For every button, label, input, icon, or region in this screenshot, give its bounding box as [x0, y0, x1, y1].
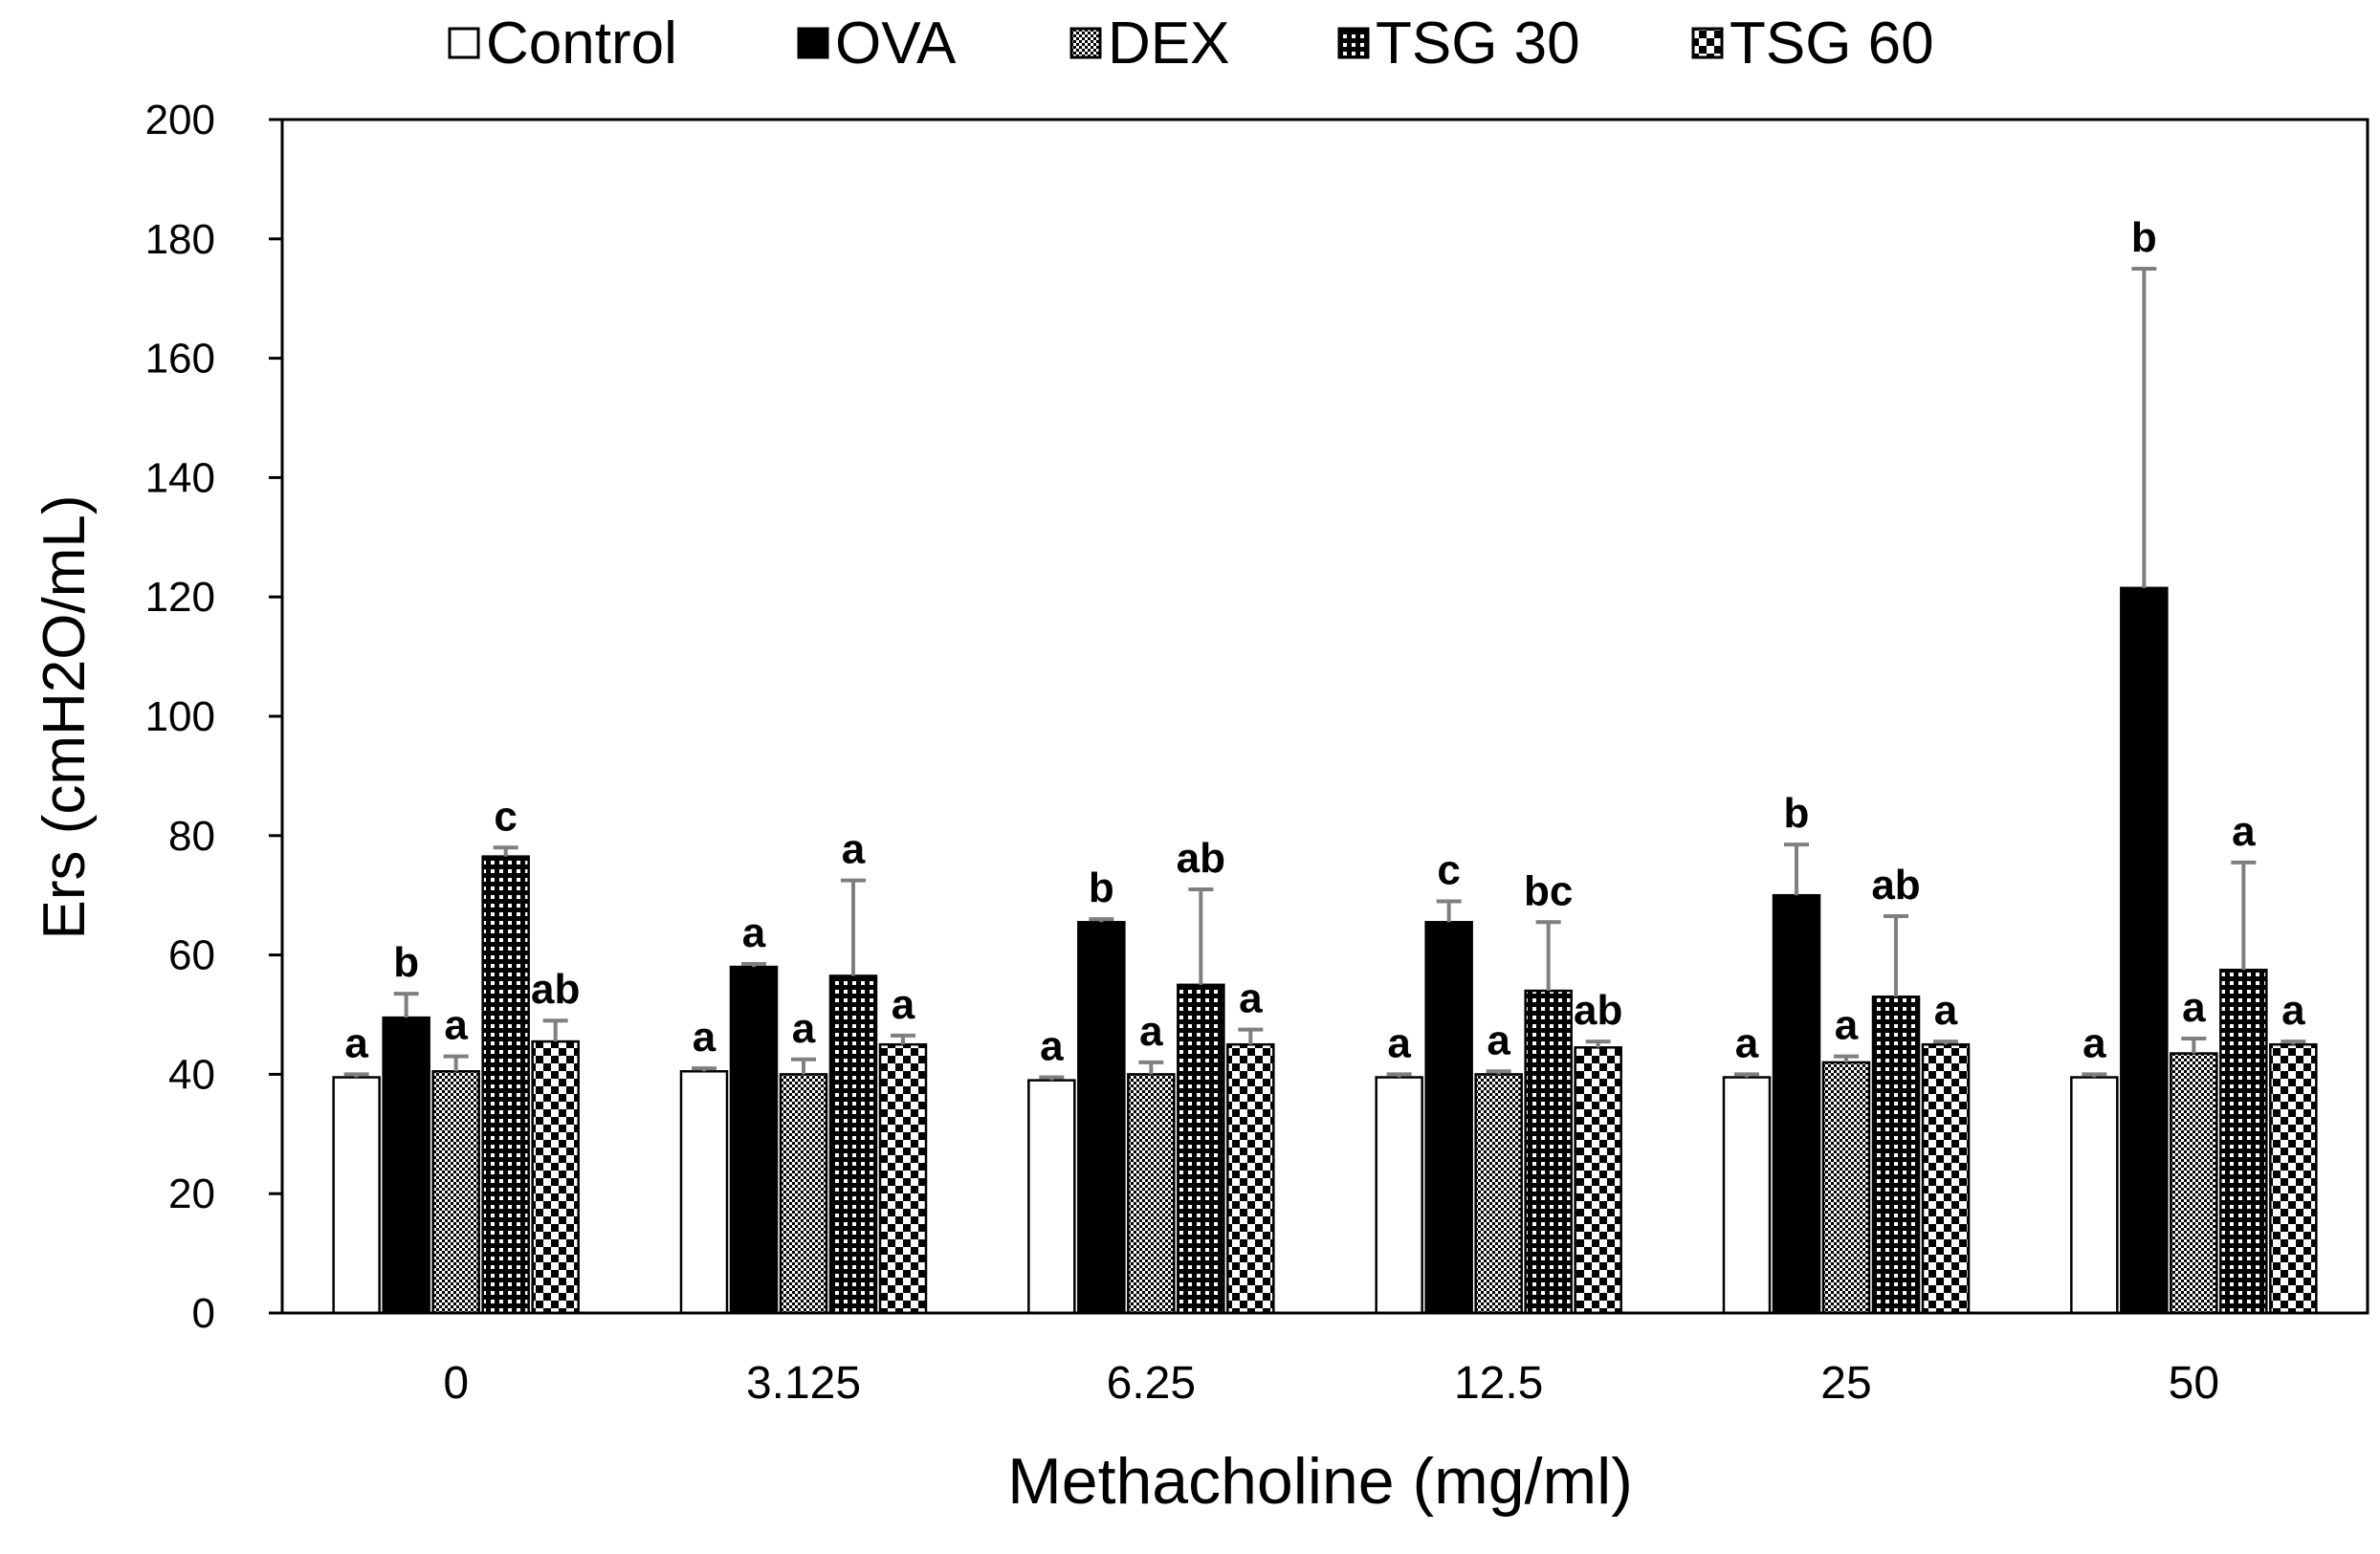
sig-label-control-50: a: [2082, 1019, 2106, 1066]
sig-label-dex-50: a: [2182, 984, 2206, 1031]
bar-tsg-60-0: [531, 1040, 580, 1315]
bar-dex-6-25: [1127, 1073, 1176, 1315]
y-tick-label-200: 200: [145, 97, 215, 143]
sig-label-ova-3-125: a: [742, 909, 766, 956]
sig-label-tsg-60-3-125: a: [892, 981, 915, 1028]
x-tick-label-50: 50: [2169, 1358, 2219, 1409]
x-tick-label-12-5: 12.5: [1454, 1358, 1543, 1409]
bar-dex-0: [431, 1070, 480, 1315]
x-tick-label-0: 0: [443, 1358, 469, 1409]
bar-ova-0: [382, 1016, 430, 1315]
bar-control-0: [332, 1076, 381, 1315]
x-tick-label-6-25: 6.25: [1107, 1358, 1196, 1409]
y-tick-label-100: 100: [145, 693, 215, 740]
bar-tsg-30-6-25: [1177, 983, 1225, 1315]
y-tick-label-160: 160: [145, 336, 215, 383]
sig-label-tsg-60-6-25: a: [1239, 975, 1263, 1022]
bar-control-12-5: [1375, 1076, 1423, 1315]
bar-control-6-25: [1027, 1079, 1076, 1315]
bars: [332, 586, 2318, 1315]
bar-tsg-30-0: [481, 855, 530, 1315]
x-tick-label-25: 25: [1820, 1358, 1871, 1409]
bar-tsg-30-50: [2219, 968, 2268, 1315]
bar-dex-50: [2170, 1052, 2218, 1315]
sig-label-tsg-30-0: c: [494, 793, 517, 840]
bar-tsg-30-3-125: [828, 974, 878, 1315]
sig-label-control-0: a: [344, 1019, 368, 1066]
y-tick-label-20: 20: [168, 1171, 215, 1217]
y-tick-label-180: 180: [145, 216, 215, 263]
x-axis-title: Methacholine (mg/ml): [1007, 1445, 1633, 1518]
y-axis-title: Ers (cmH2O/mL): [32, 495, 98, 940]
bar-tsg-60-50: [2269, 1042, 2318, 1315]
legend-label-control: Control: [486, 11, 677, 77]
plot-frame: [280, 118, 2369, 1315]
legend-label-tsg-30: TSG 30: [1376, 11, 1580, 77]
sig-label-ova-12-5: c: [1437, 846, 1460, 893]
legend-label-tsg-60: TSG 60: [1730, 11, 1934, 77]
bar-ova-25: [1772, 893, 1821, 1315]
sig-label-dex-3-125: a: [792, 1005, 816, 1052]
legend-label-dex: DEX: [1108, 11, 1229, 77]
bar-control-25: [1722, 1076, 1772, 1315]
sig-label-control-6-25: a: [1040, 1023, 1064, 1070]
y-tick-label-120: 120: [145, 574, 215, 621]
sig-label-ova-0: b: [393, 939, 419, 986]
legend-swatch-ova: [797, 27, 829, 59]
y-tick-label-80: 80: [168, 813, 215, 860]
y-axis: 0 20 40 60 80 100 120 140 160 180 200: [145, 97, 282, 1337]
sig-label-ova-6-25: b: [1089, 865, 1114, 911]
error-bars: [343, 267, 2306, 1081]
y-tick-label-40: 40: [168, 1051, 215, 1098]
sig-label-ova-25: b: [1784, 790, 1810, 837]
sig-label-dex-6-25: a: [1139, 1008, 1163, 1055]
x-tick-label-3-125: 3.125: [746, 1358, 861, 1409]
sig-label-tsg-30-3-125: a: [842, 826, 866, 873]
sig-label-tsg-30-50: a: [2232, 808, 2256, 855]
sig-label-tsg-30-12-5: bc: [1524, 867, 1573, 914]
sig-label-control-3-125: a: [693, 1014, 716, 1061]
bar-dex-3-125: [779, 1073, 828, 1315]
sig-label-dex-25: a: [1835, 1002, 1859, 1049]
bar-ova-50: [2120, 586, 2169, 1315]
bar-tsg-30-25: [1871, 996, 1921, 1315]
sig-label-control-12-5: a: [1387, 1019, 1411, 1066]
sig-label-tsg-30-6-25: ab: [1177, 835, 1225, 882]
legend-swatch-tsg-60: [1691, 27, 1724, 59]
legend-swatch-tsg-30: [1337, 27, 1370, 59]
bar-control-50: [2070, 1076, 2119, 1315]
bar-tsg-60-6-25: [1226, 1042, 1275, 1315]
bar-ova-12-5: [1424, 921, 1473, 1315]
sig-label-tsg-60-25: a: [1934, 987, 1958, 1034]
sig-label-tsg-60-50: a: [2281, 987, 2305, 1034]
y-tick-label-60: 60: [168, 932, 215, 979]
bar-control-3-125: [679, 1070, 729, 1315]
sig-label-tsg-30-25: ab: [1871, 862, 1920, 908]
sig-label-dex-0: a: [444, 1002, 468, 1049]
sig-label-ova-50: b: [2131, 214, 2157, 261]
bar-dex-25: [1821, 1061, 1871, 1315]
sig-label-tsg-60-12-5: ab: [1574, 987, 1622, 1034]
sig-label-control-25: a: [1735, 1019, 1759, 1066]
bar-ova-3-125: [729, 965, 779, 1315]
bar-dex-12-5: [1474, 1073, 1523, 1315]
legend-label-ova: OVA: [835, 11, 957, 77]
bar-tsg-60-25: [1921, 1042, 1971, 1315]
y-tick-label-140: 140: [145, 454, 215, 501]
y-tick-label-0: 0: [192, 1290, 215, 1337]
sig-label-tsg-60-0: ab: [531, 966, 580, 1013]
legend-swatch-dex: [1069, 27, 1102, 59]
legend-swatch-control: [448, 27, 480, 59]
bar-tsg-30-12-5: [1524, 989, 1573, 1315]
x-axis: 0 3.125 6.25 12.5 25 50: [443, 1358, 2219, 1409]
sig-label-dex-12-5: a: [1487, 1017, 1510, 1063]
legend: Control OVA DEX TSG 30 TSG 60: [448, 11, 1934, 77]
bar-tsg-60-12-5: [1574, 1046, 1622, 1315]
bar-tsg-60-3-125: [878, 1042, 928, 1315]
bar-ova-6-25: [1077, 921, 1126, 1315]
